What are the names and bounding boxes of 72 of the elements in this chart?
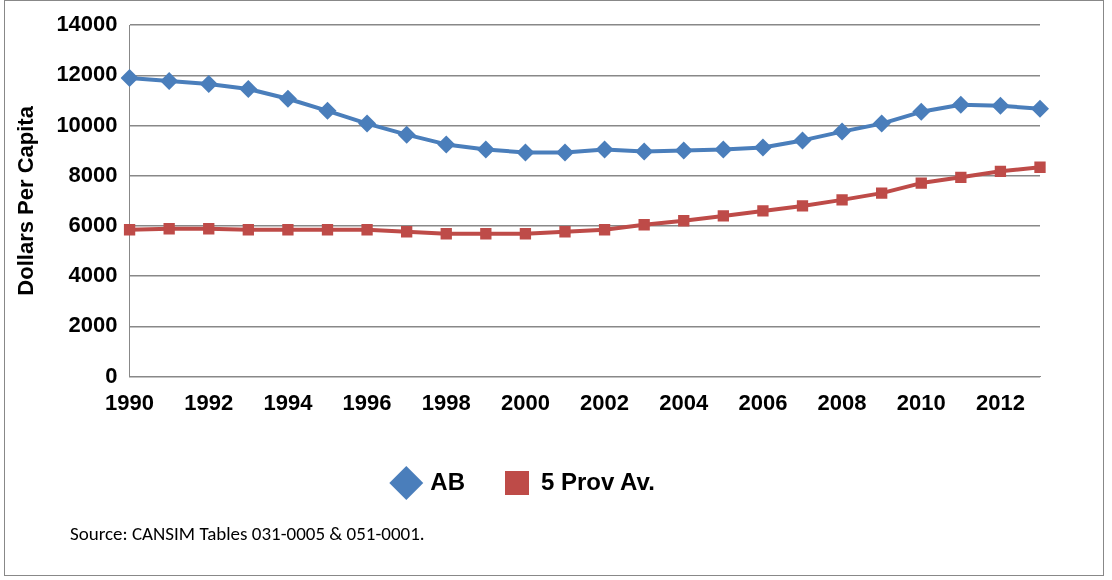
point — [163, 223, 175, 235]
point — [239, 79, 258, 98]
point — [991, 96, 1010, 115]
x-tick-label: 2000 — [500, 389, 550, 415]
y-tick-label: 10000 — [56, 111, 118, 137]
point — [321, 224, 334, 236]
point — [437, 135, 456, 154]
legend-label: 5 Prov Av. — [540, 467, 655, 495]
y-tick-label: 14000 — [56, 11, 118, 37]
point — [638, 219, 650, 231]
point — [833, 122, 852, 141]
point — [358, 114, 377, 133]
x-tick-label: 1990 — [105, 389, 155, 415]
point — [480, 228, 492, 240]
point — [318, 101, 337, 120]
point — [912, 102, 931, 121]
x-tick-label: 2008 — [817, 389, 867, 415]
x-tick-label: 1996 — [342, 389, 392, 415]
point — [556, 143, 574, 162]
x-tick-label: 1992 — [184, 389, 234, 415]
point — [282, 224, 294, 236]
point — [757, 205, 769, 217]
point — [397, 125, 416, 144]
point — [278, 89, 297, 108]
x-tick-label: 2012 — [975, 389, 1025, 415]
point — [401, 226, 413, 238]
point — [796, 200, 809, 212]
x-tick-label: 2006 — [738, 389, 788, 415]
point — [559, 226, 571, 238]
point — [836, 194, 848, 206]
source-note: Source: CANSIM Tables 031-0005 & 051-0001. — [70, 522, 425, 545]
y-tick-label: 2000 — [68, 312, 118, 338]
y-axis-title: Dollars Per Capita — [13, 105, 39, 296]
point — [714, 140, 733, 159]
point — [440, 228, 452, 240]
point — [678, 215, 690, 227]
x-tick-label: 2002 — [580, 389, 630, 415]
point — [476, 140, 495, 159]
point — [361, 224, 373, 236]
point — [516, 143, 535, 162]
point — [1034, 161, 1046, 173]
y-tick-label: 4000 — [68, 262, 118, 288]
point — [674, 141, 693, 160]
point — [199, 74, 218, 93]
point — [876, 187, 888, 199]
point — [160, 71, 179, 90]
point — [951, 95, 970, 114]
point — [717, 210, 729, 222]
x-tick-label: 2010 — [896, 389, 946, 415]
point — [955, 171, 967, 183]
point — [753, 138, 772, 157]
point — [1031, 99, 1049, 118]
x-tick-label: 1994 — [263, 389, 314, 415]
y-tick-label: 8000 — [68, 161, 118, 187]
point — [793, 131, 812, 150]
legend-label: AB — [430, 467, 465, 495]
x-tick-label: 1998 — [421, 389, 471, 415]
point — [595, 140, 614, 159]
point — [120, 68, 139, 87]
point — [915, 177, 927, 189]
y-tick-label: 12000 — [56, 61, 118, 87]
y-tick-label: 0 — [105, 362, 118, 388]
point — [635, 142, 654, 161]
point — [598, 224, 611, 236]
point — [994, 165, 1007, 177]
point — [872, 114, 891, 133]
y-tick-label: 6000 — [68, 212, 118, 238]
point — [519, 228, 532, 240]
point — [242, 224, 254, 236]
point — [123, 224, 136, 236]
x-tick-label: 2004 — [659, 389, 709, 415]
point — [203, 223, 215, 235]
